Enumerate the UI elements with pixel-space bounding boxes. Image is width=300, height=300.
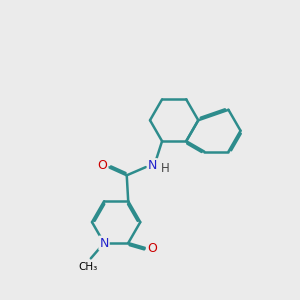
Text: O: O [98, 159, 107, 172]
Text: N: N [99, 236, 109, 250]
Text: CH₃: CH₃ [79, 262, 98, 272]
Text: H: H [160, 162, 169, 175]
Text: O: O [147, 242, 157, 255]
Text: N: N [148, 159, 157, 172]
